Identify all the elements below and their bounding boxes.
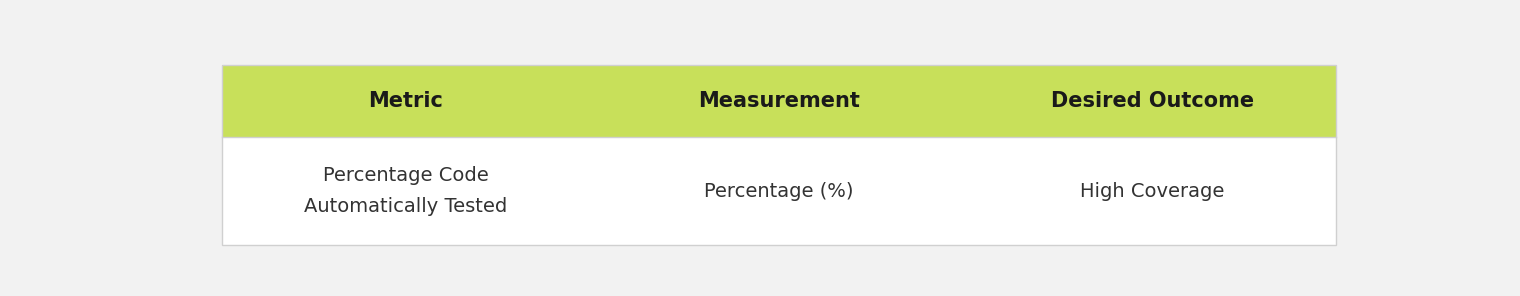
Text: Desired Outcome: Desired Outcome: [1050, 91, 1254, 111]
Bar: [222, 137, 1336, 245]
Text: High Coverage: High Coverage: [1081, 182, 1225, 201]
Text: Percentage Code
Automatically Tested: Percentage Code Automatically Tested: [304, 166, 508, 216]
Bar: [222, 65, 1336, 137]
Text: Measurement: Measurement: [698, 91, 860, 111]
Bar: [222, 65, 1336, 245]
Text: Metric: Metric: [368, 91, 444, 111]
Text: Percentage (%): Percentage (%): [704, 182, 854, 201]
